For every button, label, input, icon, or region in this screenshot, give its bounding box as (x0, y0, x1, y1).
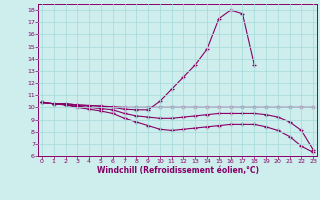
X-axis label: Windchill (Refroidissement éolien,°C): Windchill (Refroidissement éolien,°C) (97, 166, 259, 175)
